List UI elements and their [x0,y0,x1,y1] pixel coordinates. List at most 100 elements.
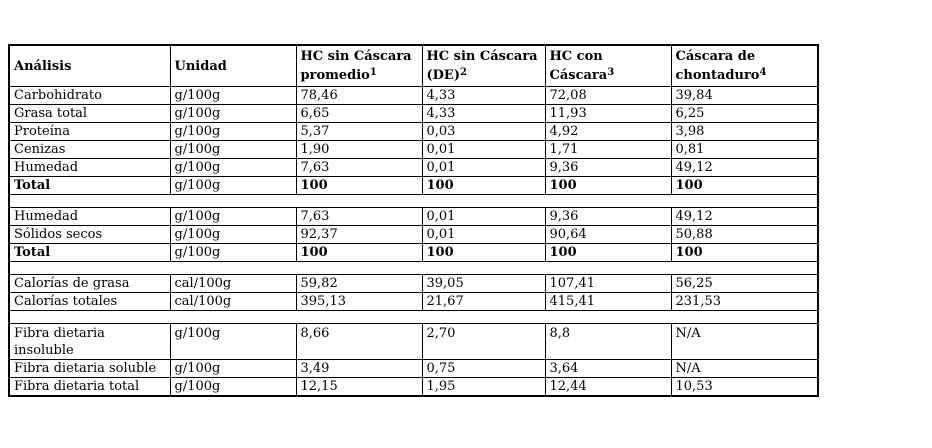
cell-value: 92,37 [295,225,423,244]
cell-value: 49,12 [670,207,819,226]
header-line: (DE)2 [426,67,467,84]
cell-value: 100 [544,243,672,262]
cell-value: 49,12 [670,158,819,177]
cell-unit: g/100g [169,359,297,378]
cell-label: Cenizas [8,140,171,159]
header-row: Análisis Unidad HC sin Cáscara promedio1… [8,44,819,87]
cell-value: 8,8 [544,323,672,360]
table-row: Calorías totales cal/100g 395,13 21,67 4… [8,292,819,311]
cell-value: 21,67 [421,292,546,311]
cell-value: 6,25 [670,104,819,123]
cell-label: Fibra dietaria soluble [8,359,171,378]
cell-label: Grasa total [8,104,171,123]
spacer-cell [8,261,819,275]
table-row: Humedad g/100g 7,63 0,01 9,36 49,12 [8,207,819,226]
col-header-hc-con-cascara: HC con Cáscara3 [544,44,672,87]
cell-label: Total [8,243,171,262]
cell-value: 6,65 [295,104,423,123]
cell-unit: g/100g [169,140,297,159]
cell-unit: g/100g [169,207,297,226]
header-line: Cáscara3 [549,67,615,84]
cell-unit: g/100g [169,104,297,123]
cell-value: 7,63 [295,158,423,177]
cell-value: 10,53 [670,377,819,397]
cell-label: Fibra dietaria total [8,377,171,397]
cell-unit: cal/100g [169,274,297,293]
cell-value: 100 [295,243,423,262]
cell-value: 415,41 [544,292,672,311]
cell-value: 39,05 [421,274,546,293]
table-row: Fibra dietaria soluble g/100g 3,49 0,75 … [8,359,819,378]
table-row-total: Total g/100g 100 100 100 100 [8,176,819,195]
cell-unit: g/100g [169,323,297,360]
cell-value: 4,33 [421,104,546,123]
footnote-marker: 1 [369,67,377,78]
cell-unit: g/100g [169,86,297,105]
cell-value: 72,08 [544,86,672,105]
cell-value: N/A [670,323,819,360]
cell-value: 5,37 [295,122,423,141]
cell-value: 7,63 [295,207,423,226]
cell-label: Carbohidrato [8,86,171,105]
cell-unit: g/100g [169,158,297,177]
col-header-analisis: Análisis [8,44,171,87]
cell-value: 0,81 [670,140,819,159]
spacer-row [8,310,819,324]
cell-unit: g/100g [169,377,297,397]
header-line: Cáscara de [675,49,756,64]
cell-value: 12,44 [544,377,672,397]
cell-value: 231,53 [670,292,819,311]
footnote-marker: 2 [459,67,467,78]
cell-value: 56,25 [670,274,819,293]
table-row: Fibra dietaria total g/100g 12,15 1,95 1… [8,377,819,397]
cell-value: 0,75 [421,359,546,378]
cell-unit: g/100g [169,243,297,262]
cell-label: Total [8,176,171,195]
cell-value: 9,36 [544,158,672,177]
spacer-row [8,194,819,208]
footnote-marker: 3 [607,67,615,78]
cell-value: 59,82 [295,274,423,293]
cell-label: Fibra dietaria insoluble [8,323,171,360]
cell-value: 90,64 [544,225,672,244]
cell-label: Calorías totales [8,292,171,311]
cell-value: 78,46 [295,86,423,105]
cell-value: 100 [670,176,819,195]
cell-unit: g/100g [169,122,297,141]
cell-label: Proteína [8,122,171,141]
cell-value: 3,64 [544,359,672,378]
cell-value: 0,01 [421,225,546,244]
cell-value: 4,92 [544,122,672,141]
cell-value: 39,84 [670,86,819,105]
cell-value: 395,13 [295,292,423,311]
footnote-marker: 4 [759,67,767,78]
spacer-cell [8,194,819,208]
cell-value: 0,01 [421,140,546,159]
table-row: Cenizas g/100g 1,90 0,01 1,71 0,81 [8,140,819,159]
table-row: Proteína g/100g 5,37 0,03 4,92 3,98 [8,122,819,141]
cell-value: 1,71 [544,140,672,159]
cell-value: 2,70 [421,323,546,360]
spacer-row [8,261,819,275]
header-line: chontaduro4 [675,67,767,84]
cell-label: Sólidos secos [8,225,171,244]
table-row: Carbohidrato g/100g 78,46 4,33 72,08 39,… [8,86,819,105]
cell-value: 100 [544,176,672,195]
cell-value: 11,93 [544,104,672,123]
cell-value: 0,01 [421,207,546,226]
cell-value: 12,15 [295,377,423,397]
cell-value: 50,88 [670,225,819,244]
table-row: Calorías de grasa cal/100g 59,82 39,05 1… [8,274,819,293]
cell-label: Calorías de grasa [8,274,171,293]
col-header-hc-sin-cascara-promedio: HC sin Cáscara promedio1 [295,44,423,87]
cell-unit: g/100g [169,225,297,244]
cell-value: 100 [421,176,546,195]
cell-value: 3,98 [670,122,819,141]
cell-value: 100 [670,243,819,262]
table-row-total: Total g/100g 100 100 100 100 [8,243,819,262]
header-line: HC sin Cáscara [426,49,538,64]
spacer-cell [8,310,819,324]
cell-value: 4,33 [421,86,546,105]
cell-value: 1,95 [421,377,546,397]
